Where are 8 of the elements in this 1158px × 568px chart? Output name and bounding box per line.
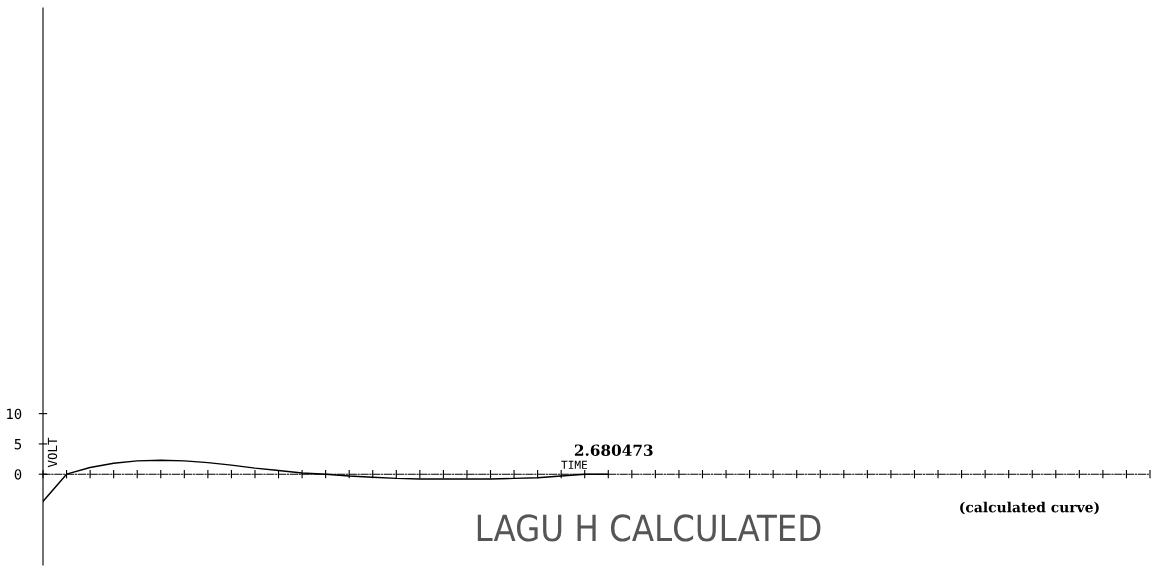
- text: LAGU H CALCULATED: [477, 514, 821, 542]
- x-axis-title: TIME: [561, 460, 588, 469]
- annotation: (calculated curve): [960, 501, 1099, 515]
- annotation: 2.680473: [574, 444, 653, 456]
- y-tick-label: 5: [14, 439, 22, 450]
- y-tick-label: 10: [7, 408, 22, 420]
- y-axis-title: VOLT: [47, 437, 58, 468]
- y-tick-label: 0: [14, 469, 22, 480]
